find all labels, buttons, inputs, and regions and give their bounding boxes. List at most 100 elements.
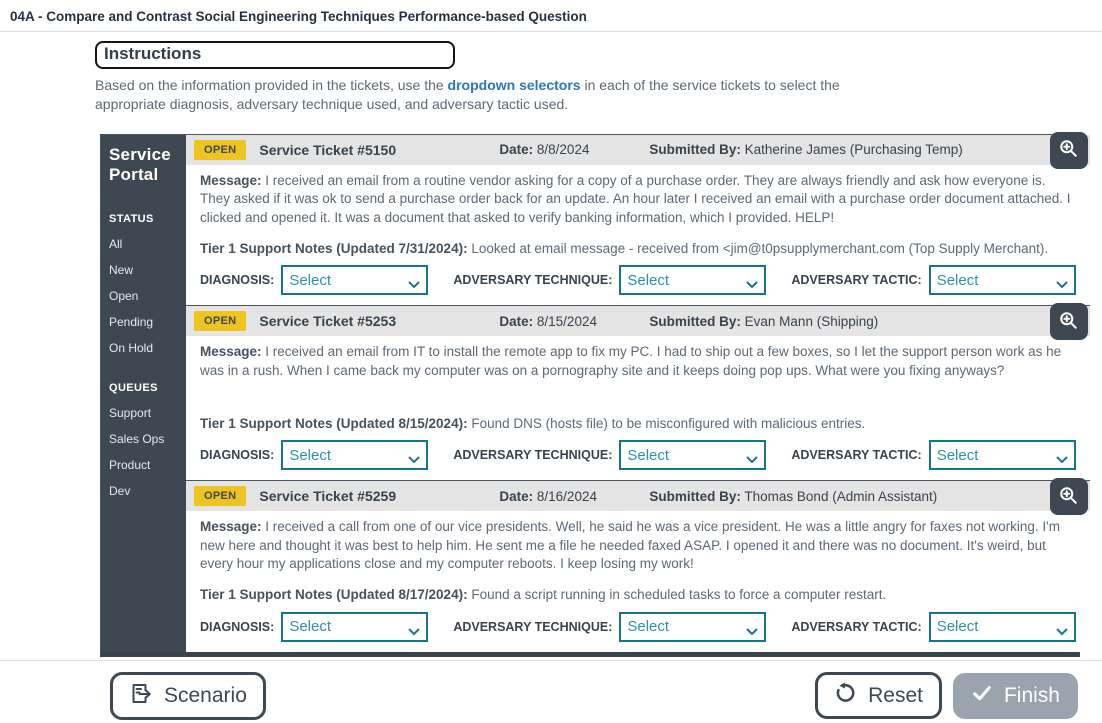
footer-divider	[0, 659, 1102, 661]
magnifier-plus-icon	[1058, 485, 1079, 509]
ticket-body: Message: I received a call from one of o…	[186, 511, 1090, 604]
ticket-body: Message: I received an email from a rout…	[186, 165, 1090, 258]
reset-button[interactable]: Reset	[815, 672, 942, 720]
ticket-date: Date: 8/8/2024	[499, 142, 649, 157]
sidebar-item-product[interactable]: Product	[109, 457, 151, 472]
sidebar-queues-label: QUEUES	[109, 381, 158, 394]
status-badge: OPEN	[194, 311, 247, 332]
zoom-in-button[interactable]	[1049, 303, 1088, 341]
sidebar-item-support[interactable]: Support	[109, 405, 152, 420]
tactic-select[interactable]: Select	[928, 611, 1076, 642]
ticket-message: Message: I received a call from one of o…	[200, 518, 1076, 573]
dropdown-row: DIAGNOSIS: Select ADVERSARY TECHNIQUE: S…	[186, 433, 1090, 480]
tactic-label: ADVERSARY TACTIC:	[791, 273, 922, 288]
ticket-5150: OPEN Service Ticket #5150 Date: 8/8/2024…	[186, 131, 1090, 305]
date-value: 8/8/2024	[536, 142, 590, 158]
diagnosis-select[interactable]: Select	[281, 440, 429, 471]
technique-label: ADVERSARY TECHNIQUE:	[453, 619, 613, 634]
ticket-title: Service Ticket #5259	[259, 488, 397, 505]
ticket-5253: OPEN Service Ticket #5253 Date: 8/15/202…	[186, 303, 1090, 480]
magnifier-plus-icon	[1058, 138, 1079, 162]
ticket-notes: Tier 1 Support Notes (Updated 8/17/2024)…	[200, 586, 1076, 604]
dropdown-row: DIAGNOSIS: Select ADVERSARY TECHNIQUE: S…	[186, 258, 1090, 305]
diagnosis-select[interactable]: Select	[281, 265, 429, 296]
diagnosis-label: DIAGNOSIS:	[200, 448, 275, 463]
tactic-select[interactable]: Select	[928, 440, 1076, 471]
ticket-header: OPEN Service Ticket #5259 Date: 8/16/202…	[186, 481, 1090, 512]
status-badge: OPEN	[194, 486, 247, 507]
technique-select[interactable]: Select	[619, 265, 767, 296]
submitted-value: Katherine James (Purchasing Temp)	[744, 142, 963, 158]
ticket-submitted: Submitted By: Thomas Bond (Admin Assista…	[649, 489, 1089, 504]
submitted-label: Submitted By:	[649, 313, 741, 329]
dropdown-row: DIAGNOSIS: Select ADVERSARY TECHNIQUE: S…	[186, 605, 1090, 652]
scenario-button[interactable]: Scenario	[110, 671, 266, 720]
diagnosis-label: DIAGNOSIS:	[200, 273, 275, 288]
finish-button[interactable]: Finish	[952, 672, 1078, 719]
submitted-value: Evan Mann (Shipping)	[744, 313, 879, 329]
date-label: Date:	[499, 488, 534, 504]
sidebar-section-queues: QUEUES Support Sales Ops Product Dev	[109, 382, 178, 498]
instructions-section: Instructions Based on the information pr…	[95, 41, 1102, 114]
technique-dropdown-wrap: Select	[619, 265, 767, 296]
sidebar-item-open[interactable]: Open	[109, 288, 139, 303]
date-label: Date:	[499, 142, 534, 158]
zoom-in-button[interactable]	[1049, 478, 1088, 516]
technique-dropdown-wrap: Select	[619, 611, 767, 642]
ticket-header: OPEN Service Ticket #5253 Date: 8/15/202…	[186, 306, 1090, 337]
status-badge: OPEN	[194, 139, 247, 160]
ticket-date: Date: 8/15/2024	[499, 314, 649, 329]
technique-select[interactable]: Select	[619, 611, 767, 642]
diagnosis-select[interactable]: Select	[281, 611, 429, 642]
ticket-notes: Tier 1 Support Notes (Updated 8/15/2024)…	[200, 415, 1076, 433]
tactic-label: ADVERSARY TACTIC:	[791, 448, 922, 463]
instructions-text-suffix: in each of the service tickets to select…	[95, 77, 840, 112]
sidebar-title: Service Portal	[109, 144, 171, 185]
technique-dropdown-wrap: Select	[619, 440, 767, 471]
ticket-notes: Tier 1 Support Notes (Updated 7/31/2024)…	[200, 240, 1076, 258]
instructions-heading-box: Instructions	[95, 41, 455, 69]
date-value: 8/15/2024	[536, 313, 597, 329]
notes-text: Found DNS (hosts file) to be misconfigur…	[471, 415, 866, 431]
notes-label: Tier 1 Support Notes (Updated 8/17/2024)…	[200, 587, 468, 603]
tactic-dropdown-wrap: Select	[928, 440, 1076, 471]
ticket-submitted: Submitted By: Evan Mann (Shipping)	[649, 314, 1089, 329]
page-title: 04A - Compare and Contrast Social Engine…	[10, 9, 587, 24]
instructions-heading: Instructions	[104, 44, 202, 63]
title-bar: 04A - Compare and Contrast Social Engine…	[0, 0, 1102, 32]
diagnosis-dropdown-wrap: Select	[281, 611, 429, 642]
service-portal-panel: Service Portal STATUS All New Open Pendi…	[100, 131, 1090, 657]
sidebar-item-dev[interactable]: Dev	[109, 483, 131, 498]
sidebar-status-label: STATUS	[109, 212, 154, 225]
scenario-button-label: Scenario	[164, 683, 247, 707]
ticket-body: Message: I received an email from IT to …	[186, 336, 1090, 433]
technique-select[interactable]: Select	[619, 440, 767, 471]
date-value: 8/16/2024	[536, 488, 597, 504]
reset-button-label: Reset	[868, 683, 923, 707]
sidebar-item-on-hold[interactable]: On Hold	[109, 340, 154, 355]
technique-label: ADVERSARY TECHNIQUE:	[453, 273, 613, 288]
ticket-title: Service Ticket #5253	[259, 313, 397, 330]
diagnosis-dropdown-wrap: Select	[281, 265, 429, 296]
sidebar-item-pending[interactable]: Pending	[109, 314, 154, 329]
message-label: Message:	[200, 519, 262, 535]
reset-undo-icon	[834, 681, 857, 710]
sidebar-item-all[interactable]: All	[109, 236, 123, 251]
submitted-label: Submitted By:	[649, 488, 741, 504]
message-label: Message:	[200, 172, 262, 188]
tickets-list: OPEN Service Ticket #5150 Date: 8/8/2024…	[186, 131, 1090, 652]
message-label: Message:	[200, 344, 262, 360]
tactic-label: ADVERSARY TACTIC:	[791, 619, 922, 634]
message-text: I received an email from a routine vendo…	[200, 172, 1071, 225]
tactic-select[interactable]: Select	[928, 265, 1076, 296]
ticket-message: Message: I received an email from a rout…	[200, 172, 1076, 227]
ticket-message: Message: I received an email from IT to …	[200, 343, 1076, 380]
magnifier-plus-icon	[1058, 310, 1079, 334]
sidebar-item-sales-ops[interactable]: Sales Ops	[109, 431, 165, 446]
sidebar: Service Portal STATUS All New Open Pendi…	[101, 134, 186, 652]
diagnosis-label: DIAGNOSIS:	[200, 619, 275, 634]
instructions-text-prefix: Based on the information provided in the…	[95, 77, 448, 93]
zoom-in-button[interactable]	[1049, 131, 1088, 169]
instructions-text: Based on the information provided in the…	[95, 76, 855, 114]
sidebar-item-new[interactable]: New	[109, 262, 134, 277]
